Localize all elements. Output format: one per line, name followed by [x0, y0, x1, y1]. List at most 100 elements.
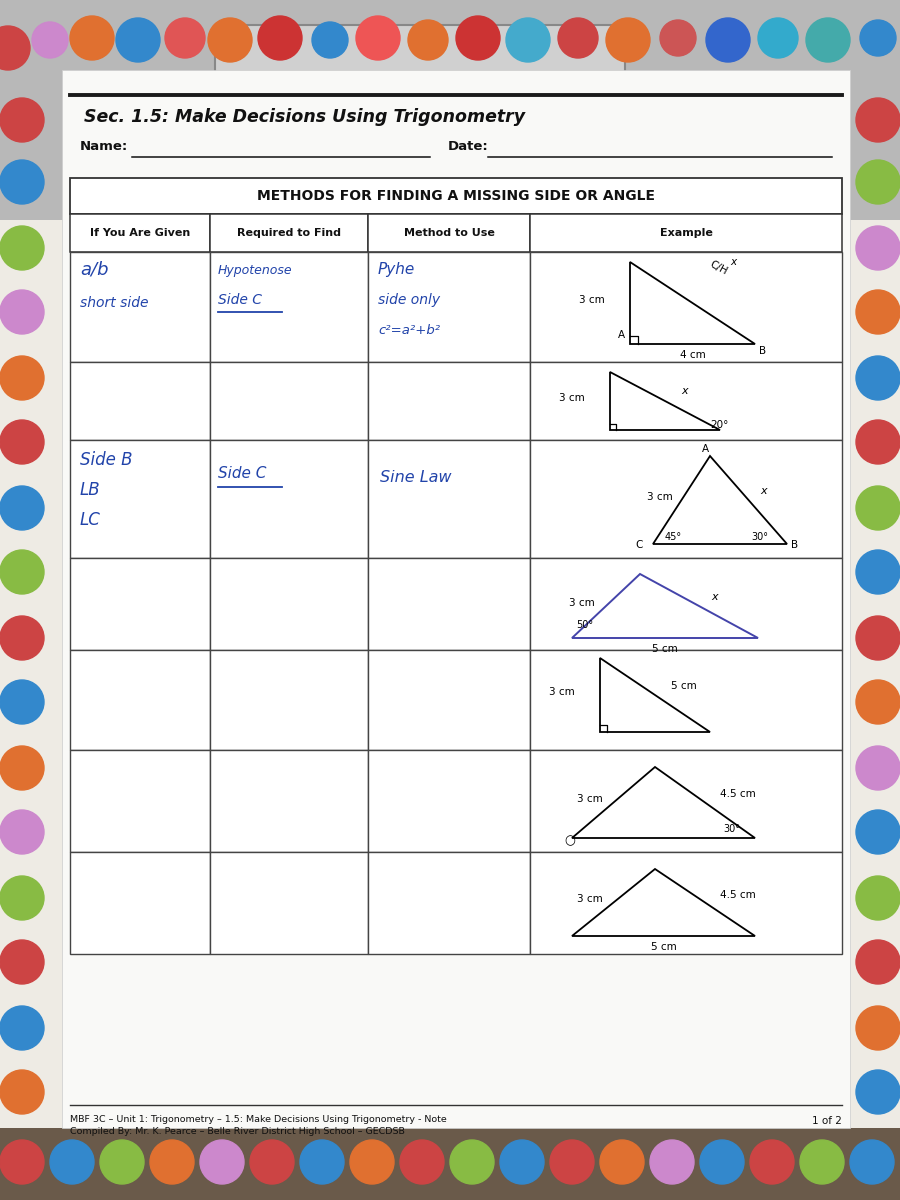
Circle shape — [0, 160, 44, 204]
Circle shape — [165, 18, 205, 58]
Text: 3 cm: 3 cm — [646, 492, 672, 502]
Text: ○: ○ — [564, 834, 575, 847]
Circle shape — [0, 420, 44, 464]
FancyBboxPatch shape — [70, 178, 842, 214]
Text: x: x — [760, 486, 767, 496]
Circle shape — [860, 20, 896, 56]
Text: side only: side only — [378, 293, 440, 307]
Circle shape — [856, 1006, 900, 1050]
FancyBboxPatch shape — [530, 440, 842, 558]
Circle shape — [600, 1140, 644, 1184]
FancyBboxPatch shape — [0, 220, 900, 1128]
Text: Method to Use: Method to Use — [403, 228, 494, 238]
Text: 3 cm: 3 cm — [577, 894, 602, 905]
Circle shape — [700, 1140, 744, 1184]
Circle shape — [856, 876, 900, 920]
Circle shape — [32, 22, 68, 58]
Text: If You Are Given: If You Are Given — [90, 228, 190, 238]
Circle shape — [0, 810, 44, 854]
Text: short side: short side — [80, 296, 148, 310]
Circle shape — [850, 1140, 894, 1184]
FancyBboxPatch shape — [70, 852, 210, 954]
Circle shape — [758, 18, 798, 58]
Circle shape — [258, 16, 302, 60]
Text: Hypotenose: Hypotenose — [218, 264, 292, 277]
FancyBboxPatch shape — [210, 650, 368, 750]
Circle shape — [0, 1070, 44, 1114]
Circle shape — [150, 1140, 194, 1184]
Text: C: C — [635, 540, 643, 550]
FancyBboxPatch shape — [368, 252, 530, 362]
Text: METHODS FOR FINDING A MISSING SIDE OR ANGLE: METHODS FOR FINDING A MISSING SIDE OR AN… — [257, 188, 655, 203]
Circle shape — [558, 18, 598, 58]
Text: 5 cm: 5 cm — [671, 680, 697, 691]
FancyBboxPatch shape — [70, 252, 210, 362]
FancyBboxPatch shape — [530, 750, 842, 852]
FancyBboxPatch shape — [530, 362, 842, 440]
FancyBboxPatch shape — [0, 1128, 900, 1200]
Circle shape — [750, 1140, 794, 1184]
FancyBboxPatch shape — [70, 440, 210, 558]
Circle shape — [856, 1070, 900, 1114]
Text: A: A — [701, 444, 708, 454]
FancyBboxPatch shape — [368, 650, 530, 750]
Circle shape — [0, 356, 44, 400]
Text: LC: LC — [80, 511, 101, 529]
Text: x: x — [711, 592, 717, 602]
FancyBboxPatch shape — [70, 558, 210, 650]
Text: Date:: Date: — [448, 140, 489, 152]
FancyBboxPatch shape — [70, 362, 210, 440]
Circle shape — [208, 18, 252, 62]
Circle shape — [0, 550, 44, 594]
Text: B: B — [791, 540, 798, 550]
FancyBboxPatch shape — [0, 0, 900, 220]
Text: Side C: Side C — [218, 466, 266, 481]
Circle shape — [100, 1140, 144, 1184]
Circle shape — [856, 160, 900, 204]
Text: Sec. 1.5: Make Decisions Using Trigonometry: Sec. 1.5: Make Decisions Using Trigonome… — [84, 108, 525, 126]
Circle shape — [506, 18, 550, 62]
Circle shape — [0, 226, 44, 270]
FancyBboxPatch shape — [368, 750, 530, 852]
Circle shape — [0, 1140, 44, 1184]
Circle shape — [300, 1140, 344, 1184]
Circle shape — [312, 22, 348, 58]
FancyBboxPatch shape — [210, 362, 368, 440]
Circle shape — [0, 486, 44, 530]
FancyBboxPatch shape — [70, 650, 210, 750]
Circle shape — [0, 876, 44, 920]
Text: x: x — [681, 386, 688, 396]
Circle shape — [660, 20, 696, 56]
FancyBboxPatch shape — [368, 852, 530, 954]
FancyBboxPatch shape — [530, 852, 842, 954]
Text: 4.5 cm: 4.5 cm — [720, 889, 756, 900]
Text: B: B — [759, 346, 766, 356]
FancyBboxPatch shape — [70, 214, 210, 252]
Text: 3 cm: 3 cm — [579, 295, 605, 305]
Text: 30°: 30° — [723, 824, 740, 834]
Text: x: x — [731, 257, 736, 266]
FancyBboxPatch shape — [530, 558, 842, 650]
Circle shape — [856, 940, 900, 984]
Text: LB: LB — [80, 481, 101, 499]
Circle shape — [706, 18, 750, 62]
Text: 4 cm: 4 cm — [680, 350, 706, 360]
Text: 20°: 20° — [710, 420, 728, 430]
Circle shape — [456, 16, 500, 60]
Text: 3 cm: 3 cm — [569, 598, 595, 608]
Text: C/H: C/H — [707, 259, 729, 277]
FancyBboxPatch shape — [215, 25, 625, 185]
Circle shape — [0, 940, 44, 984]
Circle shape — [200, 1140, 244, 1184]
Circle shape — [856, 226, 900, 270]
Circle shape — [800, 1140, 844, 1184]
Text: MBF 3C – Unit 1: Trigonometry – 1.5: Make Decisions Using Trigonometry - Note: MBF 3C – Unit 1: Trigonometry – 1.5: Mak… — [70, 1115, 446, 1124]
FancyBboxPatch shape — [368, 214, 530, 252]
Circle shape — [408, 20, 448, 60]
Text: a/b: a/b — [80, 260, 109, 278]
Text: Compiled By: Mr. K. Pearce – Belle River District High School – GECDSB: Compiled By: Mr. K. Pearce – Belle River… — [70, 1127, 405, 1136]
Text: 45°: 45° — [665, 532, 682, 542]
Circle shape — [856, 680, 900, 724]
FancyBboxPatch shape — [210, 852, 368, 954]
Circle shape — [856, 746, 900, 790]
